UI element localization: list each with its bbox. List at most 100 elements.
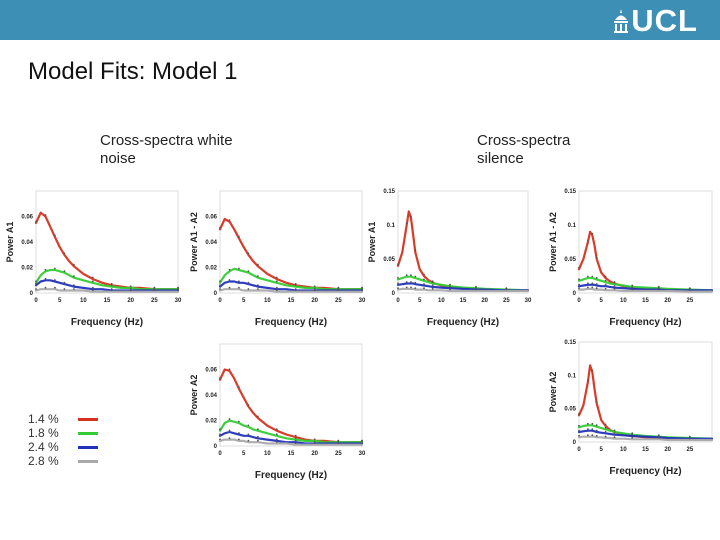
y-axis-label: Power A2 [189,375,199,416]
data-point [449,288,451,291]
data-point [578,283,580,286]
data-point [591,275,594,278]
legend-label: 1.8 % [28,426,59,440]
series-line [218,419,364,444]
data-point [688,287,691,290]
data-point [591,286,594,289]
data-point [44,277,47,280]
plot-area [35,190,179,294]
data-point [54,279,56,281]
data-point [604,279,607,282]
data-point [631,286,634,289]
series-line [218,368,364,444]
y-tick-label: 0.1 [568,373,577,379]
data-point [397,282,399,285]
legend-item: 2.4 % [28,440,98,454]
data-point [247,252,250,255]
x-tick-label: 25 [686,447,693,453]
x-tick-label: 5 [242,298,246,304]
x-tick-label: 0 [577,298,581,304]
chart-panel-sil-a2: 0 0.05 0.1 0.15 0 5 10 15 20 25 Frequency (Hz) Powe… [547,336,718,482]
data-point [591,434,594,437]
data-point [177,286,179,289]
data-point [257,275,259,278]
data-point [361,286,363,289]
x-tick-label: 25 [686,298,693,304]
data-point [275,280,278,283]
series-line [34,279,180,292]
y-tick-label: 0 [214,444,218,450]
legend-swatch [78,431,98,435]
data-point [414,249,417,252]
data-point [257,428,259,431]
data-point [397,277,399,279]
data-point [110,289,113,292]
y-tick-label: 0.04 [205,240,217,246]
data-point [604,426,607,429]
data-point [587,282,589,285]
series-line [396,275,530,292]
data-point [613,287,616,290]
chart-panel-wn-a2: 0 0.02 0.04 0.06 0 5 10 15 20 25 30 Frequency (Hz) P… [188,338,368,486]
data-point [129,289,132,292]
data-point [35,280,37,283]
ucl-logo[interactable]: UCL [613,5,698,36]
x-tick-label: 10 [264,298,271,304]
x-tick-label: 30 [359,298,366,304]
x-tick-label: 30 [175,298,182,304]
x-axis-label: Frequency (Hz) [255,317,327,328]
data-point [361,289,363,292]
x-tick-label: 5 [599,447,603,453]
data-point [595,434,598,437]
x-tick-label: 20 [481,298,488,304]
series-line [34,268,180,291]
data-point [275,441,278,443]
x-tick-label: 5 [242,451,246,457]
x-tick-label: 25 [503,298,510,304]
data-point [275,438,278,441]
data-point [657,285,660,288]
data-point [73,288,75,290]
data-point [54,234,56,237]
data-point [688,436,691,439]
data-point [431,281,434,283]
y-tick-label: 0.02 [21,266,33,272]
data-point [613,281,616,284]
data-point [604,287,607,290]
data-point [337,442,340,445]
x-tick-label: 20 [664,447,671,453]
data-point [153,286,156,289]
data-point [275,428,278,431]
series-line [577,276,714,292]
data-point [423,273,425,276]
data-point [247,433,250,436]
data-point [595,429,598,432]
plot-area [578,190,713,294]
data-point [578,278,580,281]
data-point [688,437,691,440]
data-point [449,285,451,288]
y-axis-label: Power A1 [5,222,15,263]
data-point [91,286,94,289]
chart-panel-sil-a1: 0 0.05 0.1 0.15 0 5 10 15 20 25 30 Frequency (Hz) Po… [366,185,534,333]
data-point [219,288,221,290]
data-point [595,287,598,289]
data-point [228,286,231,289]
y-tick-label: 0.15 [564,340,576,346]
data-point [631,284,634,287]
y-axis-label: Power A1 - A2 [189,212,199,272]
data-point [228,279,231,281]
x-tick-label: 10 [438,298,445,304]
series-line [218,217,364,291]
data-point [449,283,451,286]
data-point [587,422,589,425]
slide-title: Model Fits: Model 1 [28,58,238,85]
data-point [275,276,278,279]
data-point [431,284,434,287]
data-point [228,268,231,271]
x-tick-label: 0 [218,298,222,304]
data-point [604,430,607,433]
data-point [578,287,580,289]
x-tick-label: 5 [599,298,603,304]
x-tick-label: 15 [460,298,467,304]
